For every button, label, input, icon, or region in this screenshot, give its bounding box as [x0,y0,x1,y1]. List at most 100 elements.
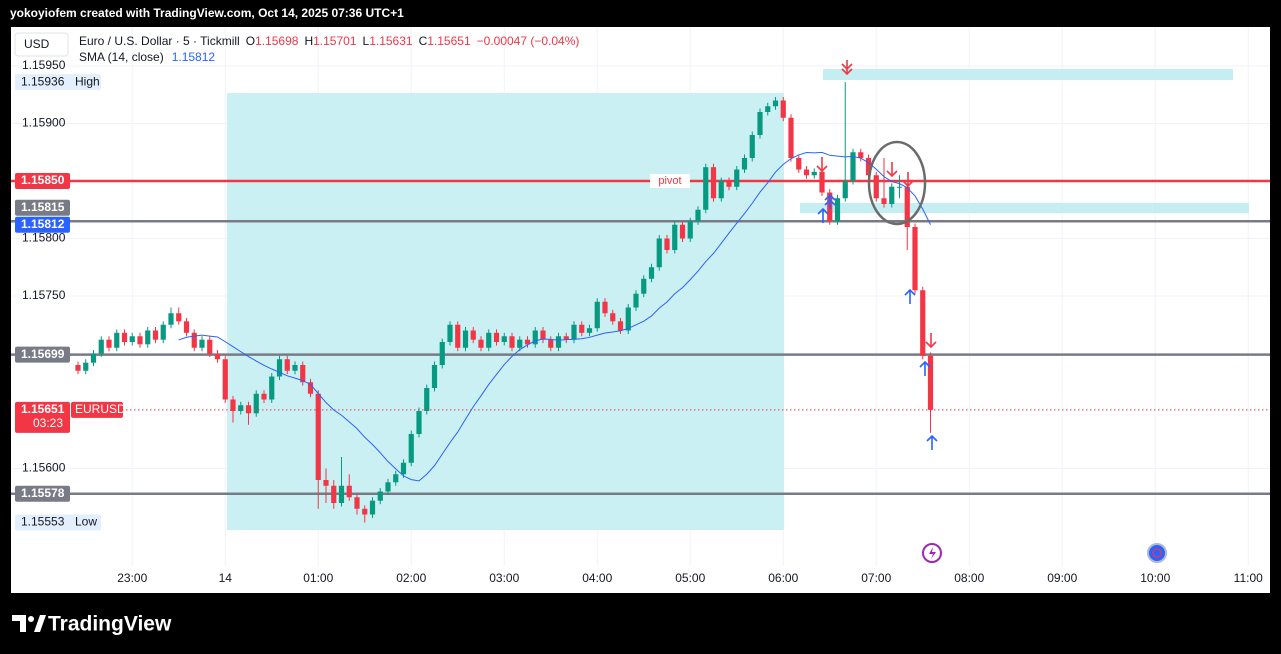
candle-body [83,362,89,371]
candle-body [850,152,856,181]
event-icon [1147,543,1167,563]
candle-body [439,342,445,365]
y-tick-label: 1.15600 [22,461,66,475]
candle-body [710,167,717,199]
candle-body [656,238,662,268]
symbol-tag: EURUSD [75,402,126,416]
ohlc-letter: L [363,34,370,48]
price-axis: 1.15950 1.15900 1.15800 1.15750 1.15600 1.158… [15,58,126,531]
logo-mark [28,616,34,622]
indicator-value: 1.15812 [172,50,216,64]
candle-body [269,376,275,400]
candle-body [741,158,748,170]
candle-body [834,198,841,222]
symbol: Euro / U.S. Dollar · 5 · Tickmill [79,34,240,48]
extreme-name: High [75,74,100,88]
candle-body [920,290,926,356]
candle-body [602,301,608,314]
candle-body [408,434,414,463]
extreme-price-label: 1.15936 [21,74,65,88]
candle-body [532,330,538,345]
candle-body [687,221,693,239]
candle-body [276,359,283,377]
price-label-bg [15,199,70,216]
candle-body [796,158,802,170]
candle-body [703,167,709,210]
candle-body [757,112,763,135]
level-price-label: 1.15578 [21,486,65,500]
logo-mark [34,615,46,632]
x-tick-label: 23:00 [117,571,147,585]
candle-body [90,353,97,363]
candle-body [377,491,383,501]
zone-box [800,203,1249,213]
x-tick-label: 10:00 [1140,571,1170,585]
candle-body [718,181,724,199]
candle-body [168,313,174,325]
candle-body [369,500,376,515]
candle-body [362,508,368,515]
candle-body [400,462,407,475]
level-price-label: 1.15850 [21,173,65,187]
x-tick-label: 01:00 [303,571,333,585]
levels: pivot [11,174,1270,496]
candle-body [811,171,817,176]
candle-body [114,332,120,348]
indicator-price-label: 1.15812 [21,217,65,231]
candle-body [695,209,701,222]
candle-body [245,405,252,414]
candle-body [447,324,453,342]
candle-body [323,480,329,486]
candle-body [230,399,236,411]
up-arrow [919,360,931,376]
price-label-bg [15,346,70,363]
candle-body [586,328,593,333]
candle-body [765,106,771,112]
candle-body [261,393,267,400]
candle-body [307,382,314,394]
candle-body [571,324,577,340]
candle-body [904,186,910,227]
price-label-bg [15,173,70,189]
x-tick-label: 03:00 [489,571,519,585]
candle-body [393,474,399,483]
candle-body [416,411,422,434]
candle-body [524,339,531,345]
candle-body [912,227,918,291]
zone-box [823,69,1233,80]
candle-body [509,336,515,348]
ohlc-letter: C [419,34,428,48]
down-arrow [886,162,898,178]
indicator-legend: SMA (14, close) 1.15812 [79,50,215,64]
footer-logo: TradingView [12,613,172,636]
x-tick-label: 11:00 [1234,571,1263,585]
candle-body [385,482,391,492]
arrows [816,60,938,450]
ohlc-letter: H [304,34,313,48]
x-tick-label: 14 [219,571,233,585]
candle-body [865,158,872,176]
y-tick-label: 1.15950 [22,58,66,72]
event-icon-glyph [1152,548,1162,558]
candle-body [842,181,848,199]
event-icon-glyph [929,547,936,559]
candles [75,82,934,523]
candle-body [346,485,352,498]
candle-body [253,393,259,414]
last-price-label: 1.15651 [21,402,65,416]
candle-body [889,186,895,204]
candle-body [664,238,670,250]
sma-line [178,151,931,482]
down-arrow [816,157,828,173]
x-tick-label: 09:00 [1047,571,1077,585]
logo-mark [12,615,26,632]
overlay [122,151,1270,482]
candle-body [772,100,779,107]
candle-body [486,332,492,348]
open-value: 1.15698 [255,34,299,48]
level-price-label: 1.15699 [21,347,65,361]
down-arrow [925,333,937,349]
extreme-price-label: 1.15553 [21,515,65,529]
